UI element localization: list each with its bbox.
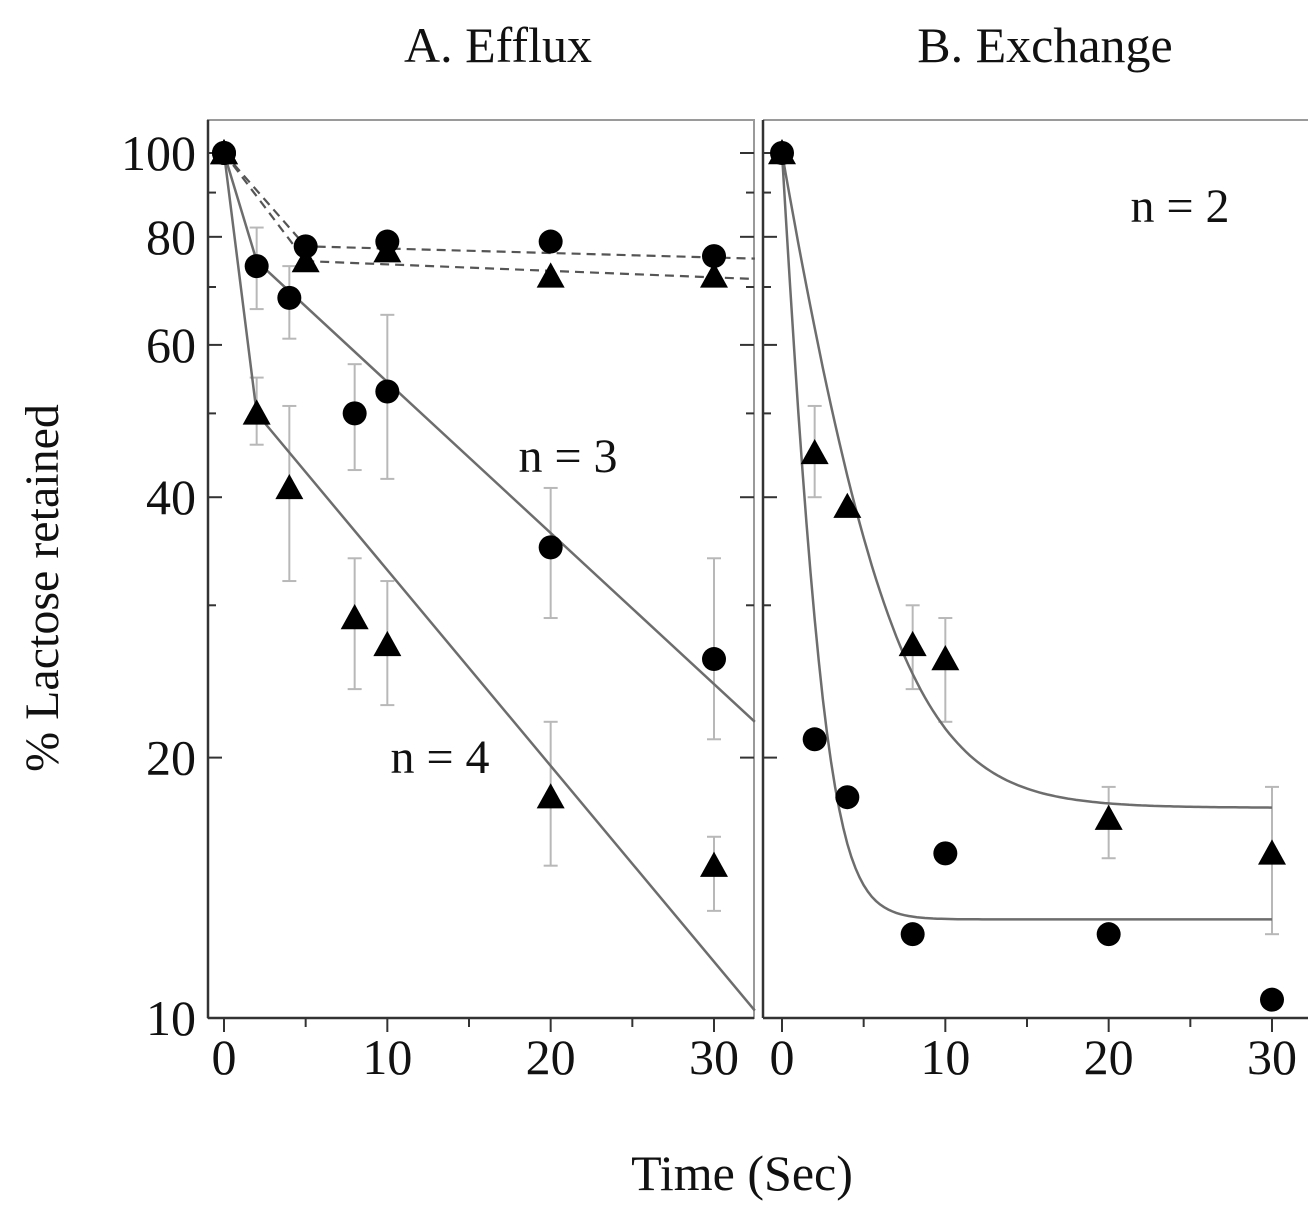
panel-a-triangle-point — [291, 247, 320, 273]
y-axis-label: % Lactose retained — [16, 404, 69, 772]
panel-a-triangle-point — [700, 262, 728, 288]
panel-b-circle-point — [835, 785, 860, 810]
panel-b-circle-point — [770, 141, 794, 165]
axes-layer — [206, 120, 1308, 1032]
y-tick-label: 20 — [146, 730, 196, 786]
panel-b-circle-point — [802, 727, 827, 752]
panel-a-circle-point — [293, 234, 318, 259]
panel-a-circle-point — [538, 535, 563, 560]
panel-b-triangle-point — [833, 492, 862, 518]
y-tick-label: 80 — [146, 209, 196, 265]
panel-b-triangle-point — [1258, 839, 1286, 865]
y-tick-label: 100 — [121, 125, 196, 181]
panel-b-title: B. Exchange — [917, 17, 1172, 73]
panel-b-triangle-point — [1094, 804, 1123, 830]
markers-layer — [210, 139, 1286, 1012]
panel-a-triangle-point — [210, 139, 238, 165]
x-tick-label: 0 — [770, 1029, 795, 1085]
panel-a-triangle-point — [373, 630, 402, 657]
panel-a-triangle-point — [275, 473, 304, 500]
panel-b-circle-point — [1096, 922, 1121, 947]
panel-a-circle-point — [538, 229, 563, 254]
annotation-n3: n = 3 — [518, 430, 617, 483]
panel-b-circle-point — [933, 841, 958, 866]
y-tick-label: 40 — [146, 469, 196, 525]
x-tick-label: 0 — [212, 1029, 237, 1085]
panel-a-circle-point — [277, 285, 302, 310]
x-tick-label: 20 — [1084, 1029, 1134, 1085]
panel-b-triangle-point — [931, 645, 960, 671]
annotation-n2: n = 2 — [1130, 180, 1229, 233]
panel-a-circle-point — [702, 647, 726, 672]
y-tick-label: 60 — [146, 317, 196, 373]
x-tick-label: 30 — [689, 1029, 739, 1085]
panel-frames — [207, 119, 1308, 1019]
panel-a-circle-point — [244, 254, 269, 279]
panel-a-triangle-point — [373, 237, 402, 263]
panel-a-title: A. Efflux — [404, 17, 592, 73]
panel-a-triangle-point — [242, 399, 271, 425]
panel-a-circle-point — [375, 379, 400, 404]
panel-a-triangle-point — [700, 851, 728, 877]
error-bars-layer — [249, 226, 1279, 936]
x-tick-label: 20 — [526, 1029, 576, 1085]
panel-a-circle-point — [702, 244, 726, 269]
y-tick-label: 10 — [146, 990, 196, 1046]
panel-b-series-1-line — [780, 152, 1272, 921]
panel-a-triangle-point — [536, 262, 565, 288]
annotation-n4: n = 4 — [390, 731, 489, 784]
panel-b-circle-point — [1260, 987, 1284, 1012]
x-tick-label: 30 — [1247, 1029, 1297, 1085]
panel-b-circle-point — [900, 922, 925, 947]
panel-b-triangle-point — [800, 438, 829, 465]
text-layer: A. Efflux B. Exchange % Lactose retained… — [16, 17, 1297, 1201]
panel-b-series-0-line — [780, 152, 1273, 809]
panel-a-triangle-point — [536, 783, 565, 809]
x-axis-label: Time (Sec) — [631, 1145, 853, 1201]
panel-a-triangle-point — [340, 604, 369, 630]
x-tick-label: 10 — [362, 1029, 412, 1085]
panel-a-series-1-line — [222, 152, 756, 1012]
panel-b-triangle-point — [898, 630, 927, 657]
panel-a-circle-point — [342, 401, 367, 426]
x-tick-label: 10 — [920, 1029, 970, 1085]
